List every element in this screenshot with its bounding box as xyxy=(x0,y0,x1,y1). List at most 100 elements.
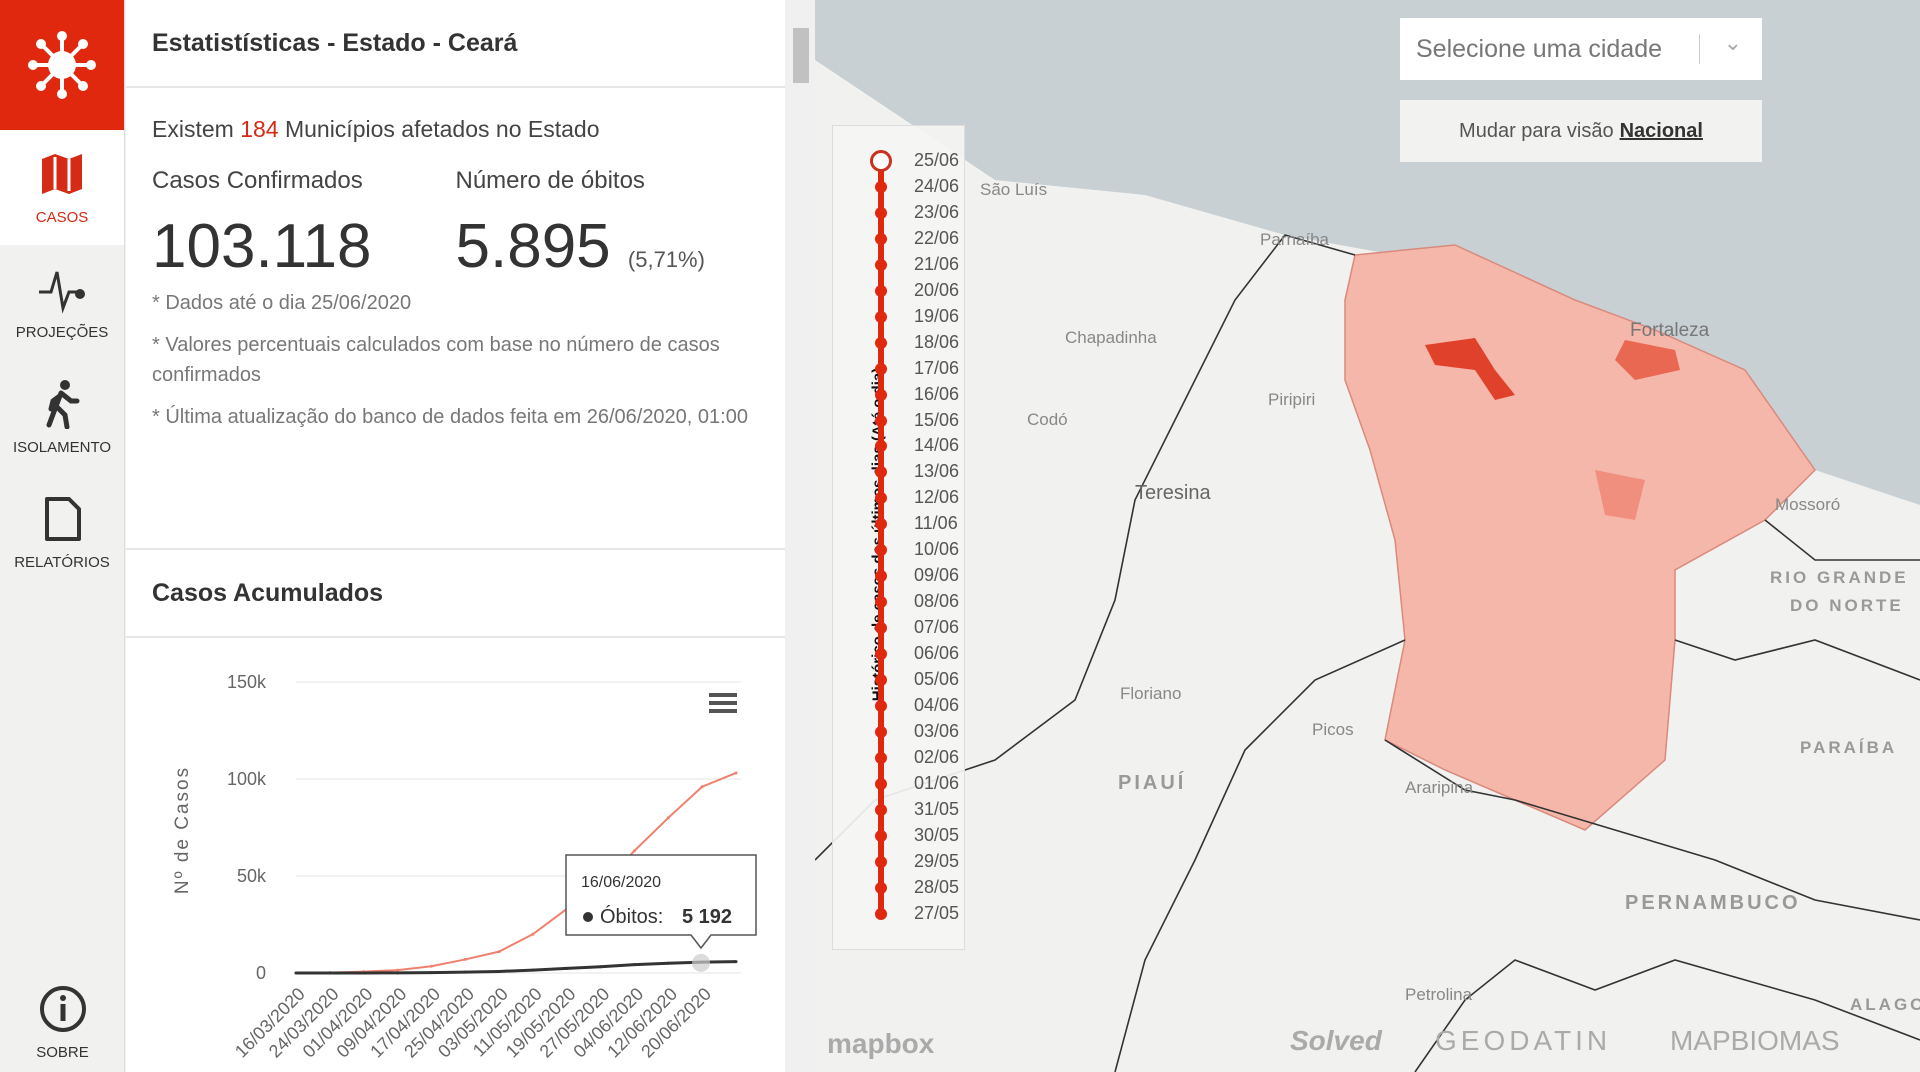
data-point[interactable] xyxy=(362,971,366,975)
data-point[interactable] xyxy=(396,971,400,975)
data-point[interactable] xyxy=(497,969,501,973)
chart-menu-icon[interactable] xyxy=(709,693,737,713)
switch-national-button[interactable]: Mudar para visão Nacional xyxy=(1400,100,1762,162)
nav-sobre[interactable]: SOBRE xyxy=(0,972,125,1072)
timeline-dot[interactable] xyxy=(875,674,887,686)
data-point[interactable] xyxy=(734,771,738,775)
timeline-dot[interactable] xyxy=(875,518,887,531)
timeline-date[interactable]: 17/06 xyxy=(914,357,960,378)
data-point[interactable] xyxy=(599,965,603,969)
scrollbar[interactable] xyxy=(785,0,815,1072)
data-point[interactable] xyxy=(531,968,535,972)
city-label: Piripiri xyxy=(1268,390,1316,409)
timeline-date[interactable]: 24/06 xyxy=(914,175,960,196)
timeline-date[interactable]: 01/06 xyxy=(914,772,960,793)
timeline-date[interactable]: 02/06 xyxy=(914,746,960,767)
timeline-dot[interactable] xyxy=(875,855,887,868)
data-point[interactable] xyxy=(396,968,400,972)
timeline-dot[interactable] xyxy=(875,596,887,609)
timeline-date[interactable]: 20/06 xyxy=(914,279,960,300)
timeline-dot[interactable] xyxy=(875,570,887,583)
page-title: Estatistísticas - Estado - Ceará xyxy=(126,0,785,88)
timeline-dot[interactable] xyxy=(875,440,887,453)
timeline-dot[interactable] xyxy=(875,622,887,635)
data-point[interactable] xyxy=(463,957,467,961)
timeline-date[interactable]: 11/06 xyxy=(914,513,958,534)
nacional-link[interactable]: Nacional xyxy=(1619,119,1703,142)
nav-relatorios[interactable]: RELATÓRIOS xyxy=(0,475,124,590)
timeline-date[interactable]: 03/06 xyxy=(914,720,960,741)
timeline-date[interactable]: 10/06 xyxy=(914,539,960,560)
data-point[interactable] xyxy=(429,964,433,968)
data-point[interactable] xyxy=(734,960,738,964)
timeline-date[interactable]: 21/06 xyxy=(914,253,960,274)
hotspot-fortaleza xyxy=(1615,340,1680,380)
timeline-dot[interactable] xyxy=(875,648,887,661)
timeline-date[interactable]: 04/06 xyxy=(914,694,960,715)
timeline-dot[interactable] xyxy=(875,180,887,193)
city-select[interactable]: Selecione uma cidade ⌄ xyxy=(1400,18,1762,80)
data-point[interactable] xyxy=(531,932,535,936)
scrollbar-thumb[interactable] xyxy=(793,28,809,83)
timeline-dot[interactable] xyxy=(875,206,887,219)
timeline-date[interactable]: 14/06 xyxy=(914,435,960,456)
timeline-dot[interactable] xyxy=(875,907,887,920)
data-point[interactable] xyxy=(294,971,298,975)
data-point[interactable] xyxy=(497,950,501,954)
timeline-date[interactable]: 05/06 xyxy=(914,669,960,689)
timeline-date[interactable]: 27/05 xyxy=(914,902,960,923)
timeline-date[interactable]: 28/05 xyxy=(914,876,960,897)
data-point[interactable] xyxy=(429,971,433,975)
timeline-date[interactable]: 09/06 xyxy=(914,565,960,586)
timeline-dot[interactable] xyxy=(875,777,887,790)
timeline-dot[interactable] xyxy=(875,829,887,842)
timeline-date[interactable]: 13/06 xyxy=(914,461,960,482)
data-point[interactable] xyxy=(666,961,670,965)
timeline-date[interactable]: 29/05 xyxy=(914,850,960,871)
timeline-dot[interactable] xyxy=(875,881,887,894)
timeline-date[interactable]: 25/06 xyxy=(914,150,960,170)
timeline-dot[interactable] xyxy=(875,492,887,505)
timeline-date[interactable]: 23/06 xyxy=(914,201,960,222)
timeline-date[interactable]: 30/05 xyxy=(914,824,960,845)
nav-isolamento[interactable]: ISOLAMENTO xyxy=(0,360,124,475)
map[interactable]: São Luís Parnaíba Chapadinha Fortaleza P… xyxy=(815,0,1920,1072)
data-point[interactable] xyxy=(700,785,704,789)
timeline-dot[interactable] xyxy=(875,284,887,297)
timeline-dot[interactable] xyxy=(875,232,887,245)
timeline-date[interactable]: 18/06 xyxy=(914,331,960,352)
timeline-date[interactable]: 12/06 xyxy=(914,487,960,508)
timeline-dot[interactable] xyxy=(875,362,887,375)
timeline-dot[interactable] xyxy=(875,336,887,349)
timeline-date[interactable]: 22/06 xyxy=(914,227,960,248)
mapbox-logo[interactable]: mapbox xyxy=(827,1028,935,1059)
timeline-dot[interactable] xyxy=(875,699,887,712)
timeline-date[interactable]: 07/06 xyxy=(914,617,960,638)
nav-projecoes[interactable]: PROJEÇÕES xyxy=(0,245,124,360)
data-point[interactable] xyxy=(632,963,636,967)
timeline-dot[interactable] xyxy=(875,544,887,557)
data-point[interactable] xyxy=(328,971,332,975)
timeline-date[interactable]: 19/06 xyxy=(914,305,960,326)
data-point[interactable] xyxy=(565,966,569,970)
timeline-dot[interactable] xyxy=(870,150,892,172)
timeline-date[interactable]: 06/06 xyxy=(914,643,960,664)
timeline-dot[interactable] xyxy=(875,725,887,738)
timeline-dot[interactable] xyxy=(875,258,887,271)
timeline-dot[interactable] xyxy=(875,751,887,764)
data-point[interactable] xyxy=(463,970,467,974)
timeline-date[interactable]: 31/05 xyxy=(914,798,960,819)
timeline-date[interactable]: 15/06 xyxy=(914,409,960,430)
timeline-date[interactable]: 16/06 xyxy=(914,383,960,404)
chevron-down-icon[interactable]: ⌄ xyxy=(1723,30,1742,55)
timeline-dot[interactable] xyxy=(875,803,887,816)
data-point[interactable] xyxy=(632,849,636,853)
data-point[interactable] xyxy=(666,816,670,820)
nav-casos[interactable]: CASOS xyxy=(0,130,124,245)
timeline-dot[interactable] xyxy=(875,388,887,401)
timeline-dot[interactable] xyxy=(875,310,887,323)
timeline-dot[interactable] xyxy=(875,466,887,479)
timeline-dot[interactable] xyxy=(875,414,887,427)
timeline-date[interactable]: 08/06 xyxy=(914,591,960,612)
virus-logo[interactable] xyxy=(0,0,124,130)
